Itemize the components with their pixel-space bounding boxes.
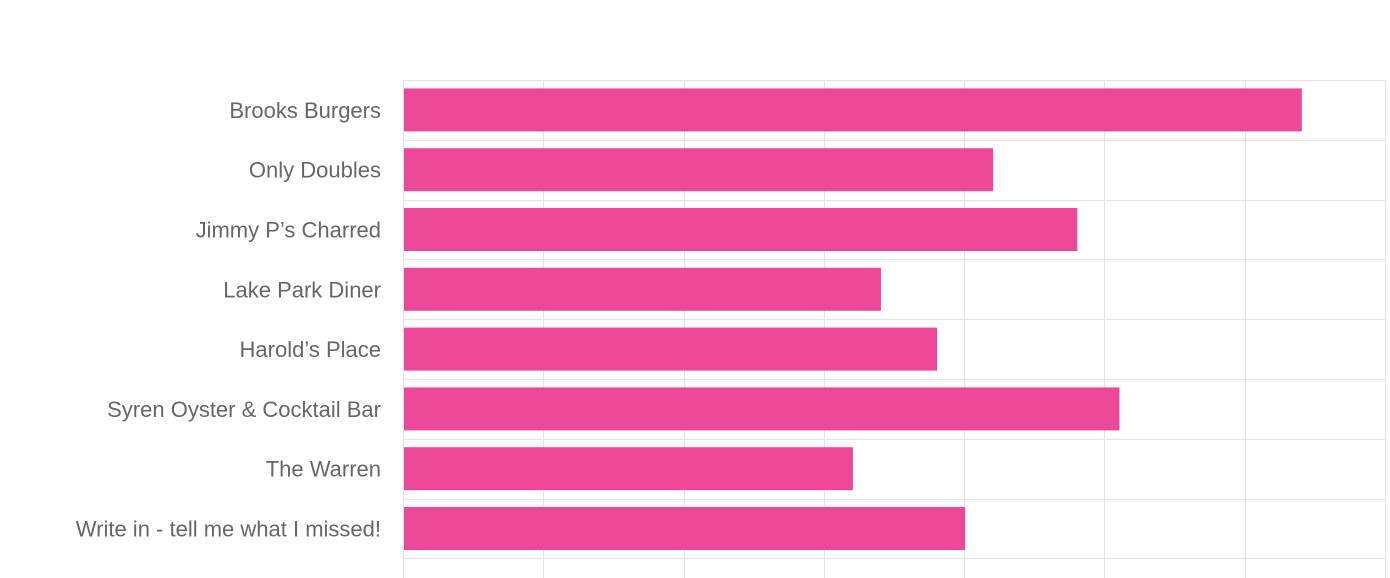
bar[interactable] [404,88,1302,132]
bar[interactable] [404,267,881,311]
category-label: Brooks Burgers [229,98,381,123]
category-label: Lake Park Diner [223,277,381,302]
bar[interactable] [404,208,1078,251]
category-label: Harold’s Place [240,337,381,362]
bar[interactable] [404,387,1120,431]
bar[interactable] [404,327,938,371]
grid [403,80,1386,578]
bar[interactable] [404,507,966,550]
bar[interactable] [404,447,853,491]
category-label: The Warren [266,457,381,482]
category-label: Jimmy P’s Charred [196,218,381,243]
category-label: Only Doubles [249,158,381,183]
category-label: Write in - tell me what I missed! [76,517,381,542]
category-label: Syren Oyster & Cocktail Bar [107,397,381,422]
bar[interactable] [404,148,994,192]
category-labels: Brooks Burgers Only Doubles Jimmy P’s Char… [76,98,381,542]
bars [404,88,1302,550]
